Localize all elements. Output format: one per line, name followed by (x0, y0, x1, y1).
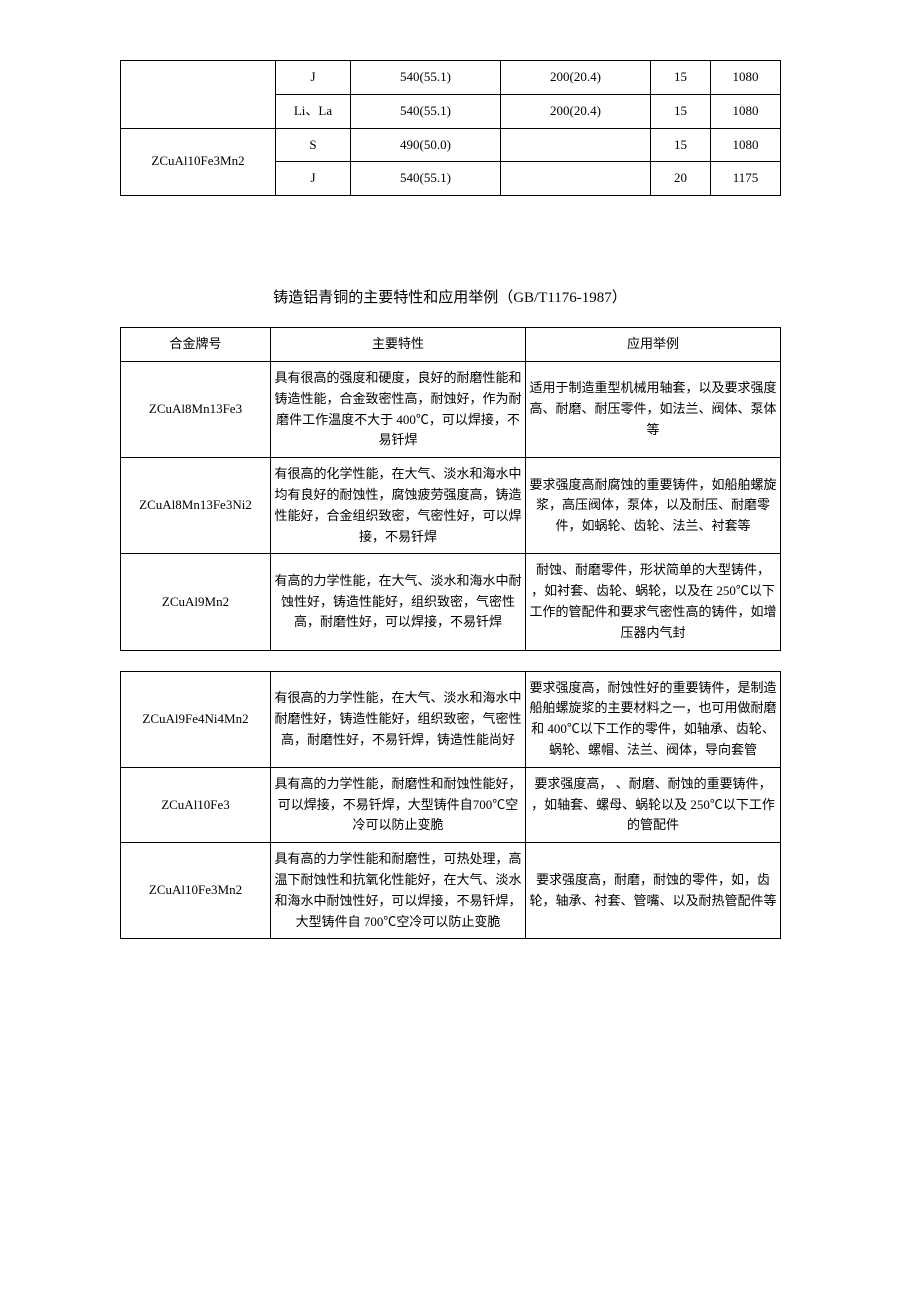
alloy-cell: ZCuAl8Mn13Fe3Ni2 (121, 458, 271, 554)
feature-cell: 具有高的力学性能，耐磨性和耐蚀性能好，可以焊接，不易钎焊，大型铸件自700℃空冷… (271, 767, 526, 842)
application-cell: 要求强度高，耐磨，耐蚀的零件，如，齿轮，轴承、衬套、管嘴、以及耐热管配件等 (526, 843, 781, 939)
table-row: ZCuAl10Fe3 具有高的力学性能，耐磨性和耐蚀性能好，可以焊接，不易钎焊，… (121, 767, 781, 842)
header-alloy: 合金牌号 (121, 328, 271, 362)
application-cell: 要求强度高耐腐蚀的重要铸件，如船舶螺旋浆，高压阀体，泵体，以及耐压、耐磨零件，如… (526, 458, 781, 554)
value-cell: 540(55.1) (351, 162, 501, 196)
alloy-cell (121, 61, 276, 129)
alloy-cell: ZCuAl9Mn2 (121, 554, 271, 650)
document-page: J 540(55.1) 200(20.4) 15 1080 Li、La 540(… (0, 0, 920, 979)
value-cell: 1080 (711, 128, 781, 162)
table-spacer (120, 651, 780, 671)
value-cell: 15 (651, 128, 711, 162)
feature-cell: 具有高的力学性能和耐磨性，可热处理，高温下耐蚀性和抗氧化性能好，在大气、淡水和海… (271, 843, 526, 939)
header-feature: 主要特性 (271, 328, 526, 362)
value-cell: 15 (651, 94, 711, 128)
value-cell (501, 128, 651, 162)
cast-method-cell: J (276, 61, 351, 95)
feature-cell: 有高的力学性能，在大气、淡水和海水中耐蚀性好，铸造性能好，组织致密，气密性高，耐… (271, 554, 526, 650)
value-cell: 200(20.4) (501, 94, 651, 128)
characteristics-table-2: ZCuAl9Fe4Ni4Mn2 有很高的力学性能，在大气、淡水和海水中耐磨性好，… (120, 671, 781, 940)
header-application: 应用举例 (526, 328, 781, 362)
application-cell: 要求强度高， 、耐磨、耐蚀的重要铸件， ，如轴套、螺母、蜗轮以及 250℃以下工… (526, 767, 781, 842)
value-cell: 20 (651, 162, 711, 196)
table-row: ZCuAl8Mn13Fe3Ni2 有很高的化学性能，在大气、淡水和海水中均有良好… (121, 458, 781, 554)
table-row: J 540(55.1) 200(20.4) 15 1080 (121, 61, 781, 95)
section-title: 铸造铝青铜的主要特性和应用举例（GB/T1176-1987） (120, 286, 780, 307)
value-cell: 1175 (711, 162, 781, 196)
alloy-cell: ZCuAl10Fe3 (121, 767, 271, 842)
mechanical-properties-table: J 540(55.1) 200(20.4) 15 1080 Li、La 540(… (120, 60, 781, 196)
value-cell: 15 (651, 61, 711, 95)
value-cell: 540(55.1) (351, 61, 501, 95)
characteristics-table-1: 合金牌号 主要特性 应用举例 ZCuAl8Mn13Fe3 具有很高的强度和硬度，… (120, 327, 781, 650)
alloy-cell: ZCuAl8Mn13Fe3 (121, 361, 271, 457)
table-row: ZCuAl8Mn13Fe3 具有很高的强度和硬度，良好的耐磨性能和铸造性能，合金… (121, 361, 781, 457)
table-row: ZCuAl9Mn2 有高的力学性能，在大气、淡水和海水中耐蚀性好，铸造性能好，组… (121, 554, 781, 650)
alloy-cell: ZCuAl9Fe4Ni4Mn2 (121, 671, 271, 767)
value-cell: 540(55.1) (351, 94, 501, 128)
value-cell: 200(20.4) (501, 61, 651, 95)
application-cell: 要求强度高，耐蚀性好的重要铸件，是制造船舶螺旋浆的主要材料之一，也可用做耐磨和 … (526, 671, 781, 767)
table-header-row: 合金牌号 主要特性 应用举例 (121, 328, 781, 362)
cast-method-cell: S (276, 128, 351, 162)
value-cell: 490(50.0) (351, 128, 501, 162)
application-cell: 耐蚀、耐磨零件，形状简单的大型铸件， ，如衬套、齿轮、蜗轮，以及在 250℃以下… (526, 554, 781, 650)
alloy-cell: ZCuAl10Fe3Mn2 (121, 843, 271, 939)
table-row: ZCuAl9Fe4Ni4Mn2 有很高的力学性能，在大气、淡水和海水中耐磨性好，… (121, 671, 781, 767)
feature-cell: 有很高的化学性能，在大气、淡水和海水中均有良好的耐蚀性，腐蚀疲劳强度高，铸造性能… (271, 458, 526, 554)
cast-method-cell: J (276, 162, 351, 196)
value-cell (501, 162, 651, 196)
value-cell: 1080 (711, 61, 781, 95)
alloy-cell: ZCuAl10Fe3Mn2 (121, 128, 276, 196)
cast-method-cell: Li、La (276, 94, 351, 128)
feature-cell: 具有很高的强度和硬度，良好的耐磨性能和铸造性能，合金致密性高，耐蚀好，作为耐磨件… (271, 361, 526, 457)
table-row: ZCuAl10Fe3Mn2 S 490(50.0) 15 1080 (121, 128, 781, 162)
value-cell: 1080 (711, 94, 781, 128)
table-row: ZCuAl10Fe3Mn2 具有高的力学性能和耐磨性，可热处理，高温下耐蚀性和抗… (121, 843, 781, 939)
application-cell: 适用于制造重型机械用轴套，以及要求强度高、耐磨、耐压零件，如法兰、阀体、泵体等 (526, 361, 781, 457)
feature-cell: 有很高的力学性能，在大气、淡水和海水中耐磨性好，铸造性能好，组织致密，气密性高，… (271, 671, 526, 767)
